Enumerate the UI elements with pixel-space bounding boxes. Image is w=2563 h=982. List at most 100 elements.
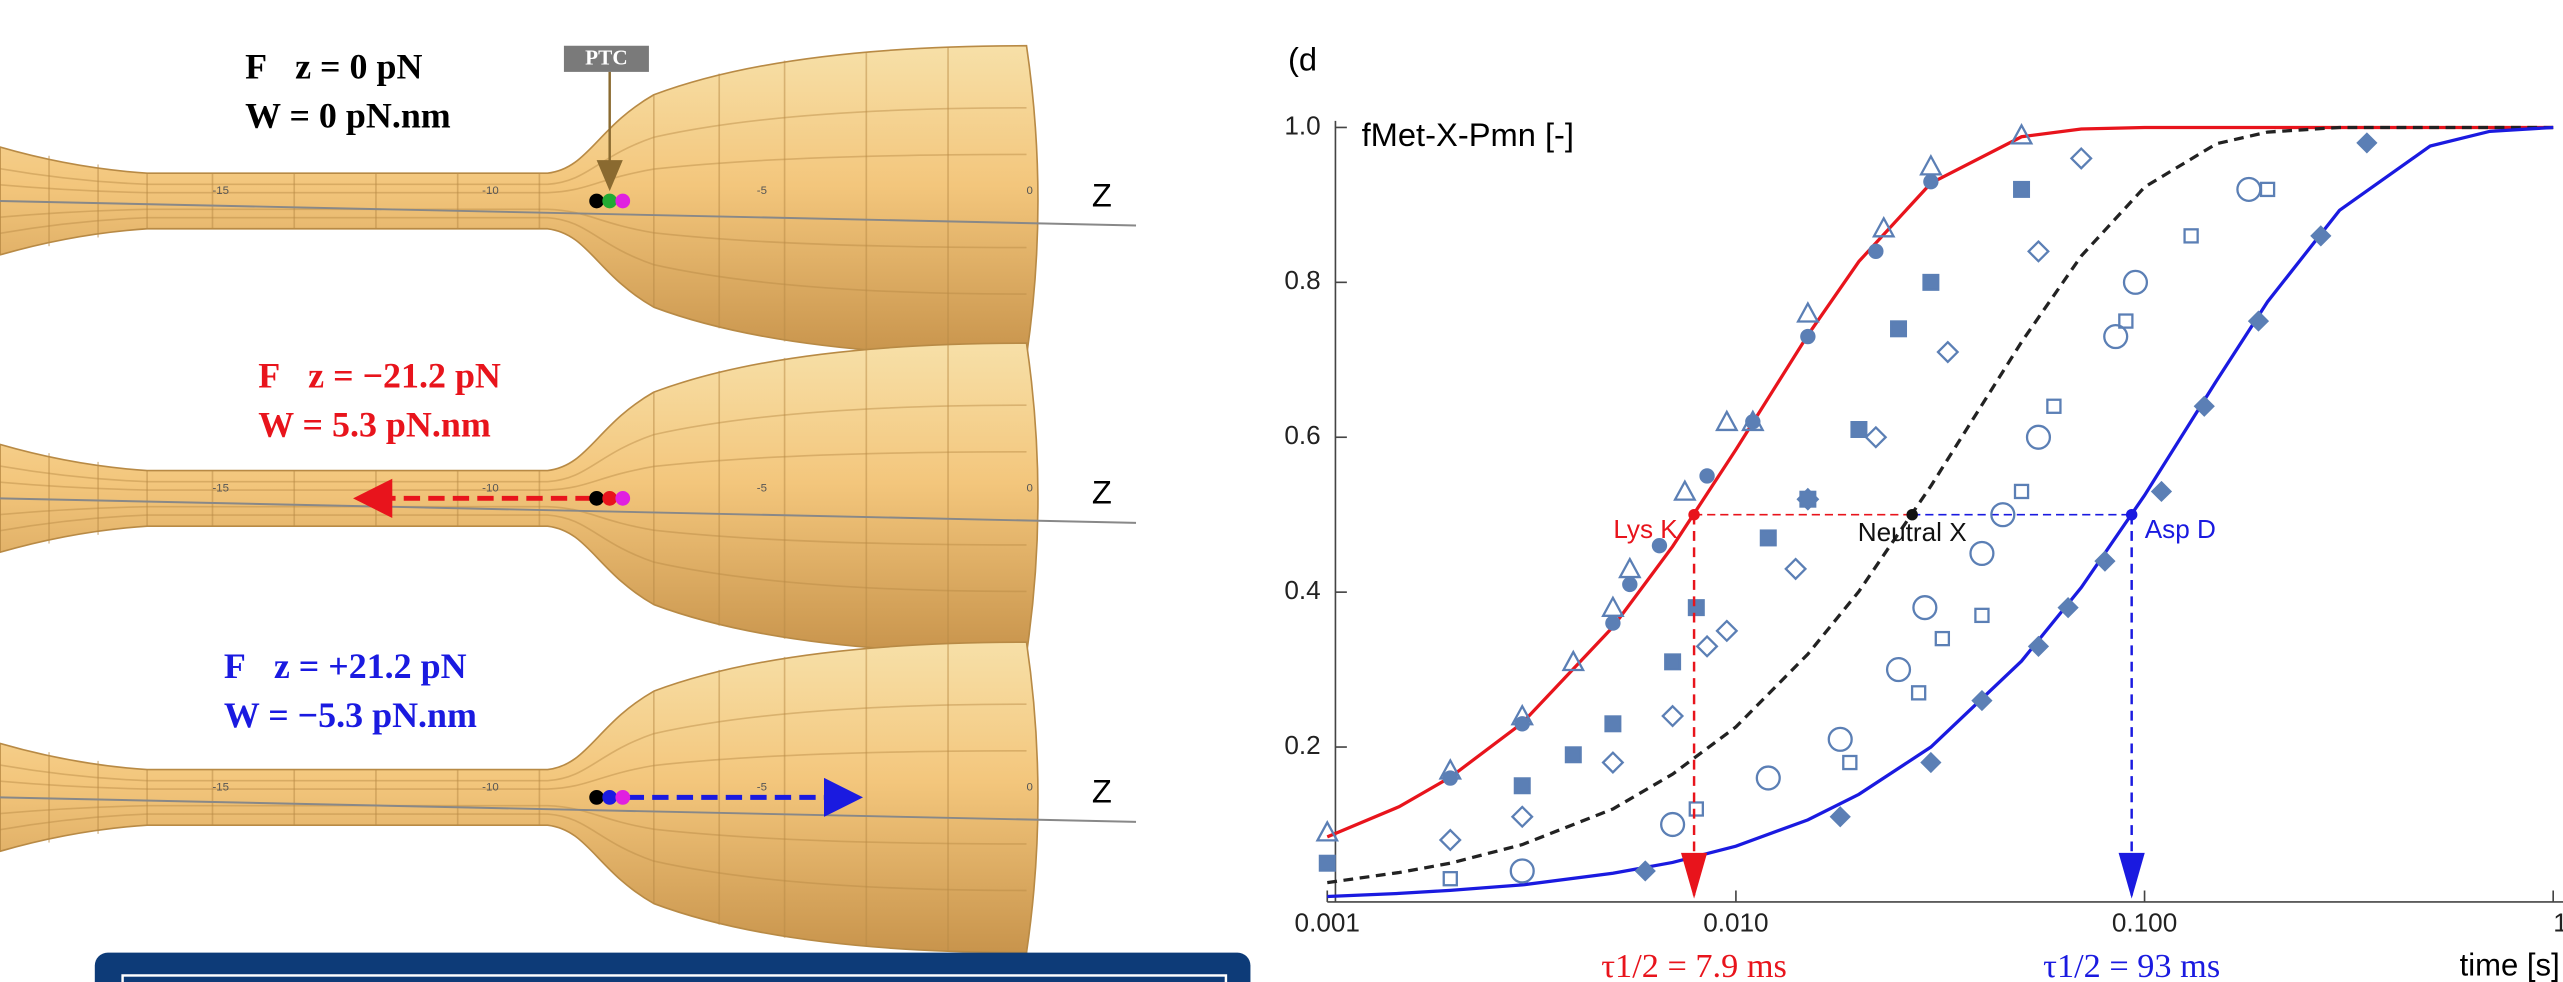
z-label: Z <box>1092 474 1112 511</box>
point <box>1688 801 1704 817</box>
point <box>2118 313 2134 329</box>
curve <box>1327 125 2554 885</box>
force-label: F⃗z = 0 pN <box>245 47 422 87</box>
atom <box>615 491 631 506</box>
point <box>1920 751 1942 774</box>
point <box>1910 685 1927 701</box>
atom <box>602 491 618 506</box>
point <box>2013 483 2030 500</box>
axis-tick: -15 <box>212 483 229 495</box>
z-label: Z <box>1092 773 1112 810</box>
point <box>2183 228 2199 244</box>
point <box>1664 653 1682 671</box>
point <box>1796 487 1820 511</box>
point <box>1651 537 1668 554</box>
point <box>1660 811 1686 838</box>
axis-tick: 0 <box>1027 782 1033 794</box>
point <box>1923 173 1939 190</box>
point <box>2013 180 2031 198</box>
tube-grid <box>0 216 1027 295</box>
axis-tick: -10 <box>482 483 499 495</box>
point <box>2094 550 2116 572</box>
x-tick-label: 0.100 <box>2112 908 2177 938</box>
diagram: Z -15 -10 -5 0 F⃗z = 0 pN W = 0 pN.nm Z -15 -10 -5… <box>0 44 1137 954</box>
work-label: W = 0 pN.nm <box>245 96 451 136</box>
point <box>2122 269 2149 295</box>
point <box>1315 820 1340 842</box>
point <box>1759 529 1777 547</box>
point <box>1971 689 1993 712</box>
footer-inner <box>121 974 1228 982</box>
curve <box>1326 125 2554 839</box>
work-label: W = 5.3 pN.nm <box>258 404 491 444</box>
point <box>1561 649 1586 672</box>
chart: 0.2 0.4 0.6 0.8 1.0 0.001 0.010 0.100 1 (d fMet-X-… <box>1284 41 2563 982</box>
point <box>2027 635 2050 657</box>
axis-tick: -15 <box>212 185 229 197</box>
axis-tick: 0 <box>1027 483 1033 495</box>
point <box>1850 421 1868 438</box>
point <box>2150 480 2173 503</box>
tube-grid <box>0 804 1027 845</box>
point <box>1618 556 1642 579</box>
point <box>2069 147 2093 170</box>
y-tick-label: 0.4 <box>1284 575 1320 605</box>
point <box>1799 490 1817 508</box>
half-life-head <box>1680 852 1708 899</box>
point <box>1871 215 1896 238</box>
point <box>1969 540 1995 566</box>
annotation-label: Neutral X <box>1858 517 1967 547</box>
axis-tick: -5 <box>757 483 767 495</box>
point <box>2259 181 2276 198</box>
point <box>2103 323 2129 350</box>
point <box>2356 132 2378 154</box>
point <box>1601 751 1625 774</box>
tube-grid <box>0 514 1027 593</box>
x-axis-label: time [s] <box>2460 948 2560 982</box>
annotation-point <box>1906 508 1918 521</box>
point <box>1864 425 1888 449</box>
point <box>1661 704 1685 728</box>
point <box>1890 320 1908 338</box>
atom <box>589 491 604 506</box>
tube-grid <box>0 813 1027 892</box>
x-tick-label: 1 <box>2553 908 2563 938</box>
tube <box>0 641 1039 954</box>
point <box>1842 754 1858 771</box>
work-label: W = −5.3 pN.nm <box>224 695 477 735</box>
point <box>1509 858 1535 884</box>
point <box>1695 634 1719 658</box>
point <box>1699 468 1715 484</box>
point <box>1936 340 1960 364</box>
point <box>2057 597 2079 619</box>
point <box>1564 746 1582 764</box>
tube <box>0 44 1039 358</box>
axis-tick: -5 <box>757 782 767 794</box>
point <box>1442 871 1458 887</box>
axis-tick: -5 <box>757 185 767 197</box>
point <box>1715 619 1739 643</box>
annotation-point <box>1688 508 1700 521</box>
ptc-box <box>563 45 649 72</box>
x-tick-label: 0.001 <box>1295 908 1360 938</box>
point <box>1318 854 1336 872</box>
tube-grid <box>0 703 1027 782</box>
point <box>2009 123 2034 145</box>
z-axis <box>0 497 1137 524</box>
point <box>2247 310 2270 332</box>
point <box>1510 805 1534 829</box>
point <box>1745 414 1761 430</box>
point <box>1919 153 1943 176</box>
point <box>2236 176 2262 202</box>
point <box>1604 715 1622 733</box>
force-label: F⃗z = −21.2 pN <box>258 355 501 395</box>
point <box>1829 806 1851 828</box>
atom <box>602 193 618 209</box>
y-tick-label: 1.0 <box>1284 110 1320 140</box>
half-life-head <box>2118 852 2145 899</box>
ptc-arrowhead <box>596 160 623 192</box>
point <box>1634 860 1656 882</box>
axis-tick: -15 <box>212 782 229 794</box>
point <box>1990 502 2016 528</box>
